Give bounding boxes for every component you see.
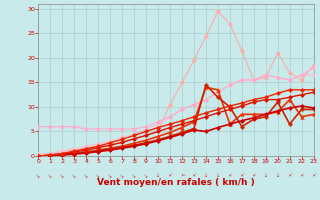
Text: ↓: ↓ — [59, 173, 66, 179]
Text: ↓: ↓ — [239, 173, 245, 179]
Text: ↓: ↓ — [227, 173, 233, 179]
Text: ↓: ↓ — [216, 173, 220, 178]
Text: ↓: ↓ — [71, 173, 77, 179]
Text: ↓: ↓ — [95, 173, 101, 179]
Text: ↓: ↓ — [35, 173, 42, 179]
Text: ↓: ↓ — [276, 173, 280, 178]
Text: ↓: ↓ — [310, 173, 317, 179]
Text: ↓: ↓ — [251, 173, 257, 179]
Text: ↓: ↓ — [83, 173, 90, 179]
Text: ↓: ↓ — [180, 173, 185, 177]
Text: ↓: ↓ — [167, 173, 173, 179]
Text: ↓: ↓ — [131, 173, 137, 179]
Text: ↓: ↓ — [264, 173, 268, 178]
Text: ↓: ↓ — [286, 173, 293, 179]
X-axis label: Vent moyen/en rafales ( km/h ): Vent moyen/en rafales ( km/h ) — [97, 178, 255, 187]
Text: ↓: ↓ — [47, 173, 53, 179]
Text: ↓: ↓ — [143, 173, 149, 179]
Text: ↓: ↓ — [156, 173, 160, 178]
Text: ↓: ↓ — [299, 173, 305, 179]
Text: ↓: ↓ — [119, 173, 125, 179]
Text: ↓: ↓ — [107, 173, 113, 179]
Text: ↓: ↓ — [204, 173, 208, 178]
Text: ↓: ↓ — [191, 173, 197, 179]
